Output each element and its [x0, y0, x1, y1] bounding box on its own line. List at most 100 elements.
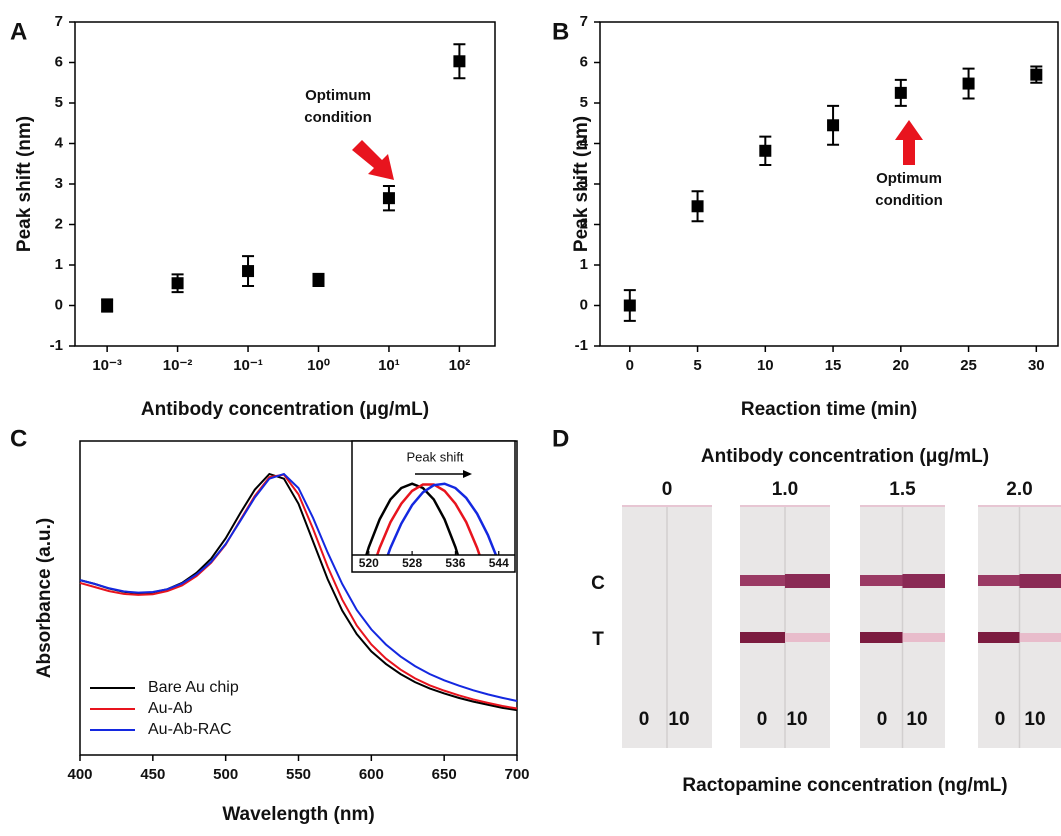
y-axis-title: Peak shift (nm): [571, 116, 592, 252]
y-tick-label: 3: [580, 175, 588, 192]
x-tick-label: 30: [1028, 357, 1045, 374]
strip-panel: D Antibody concentration (μg/mL) Ractopa…: [552, 425, 1061, 796]
x-tick-label: 600: [359, 766, 384, 783]
legend-label: Bare Au chip: [148, 679, 239, 696]
y-tick-label: -1: [575, 337, 588, 354]
marker: [827, 119, 840, 132]
y-tick-label: 3: [55, 175, 63, 192]
inset-tick-label: 528: [402, 556, 422, 570]
y-tick-label: 0: [55, 296, 63, 313]
marker: [101, 299, 114, 312]
x-tick-label: 450: [140, 766, 165, 783]
annotation-arrow: [895, 120, 923, 165]
control-band: [785, 574, 830, 588]
line-label: T: [592, 629, 604, 650]
legend-label: Au-Ab-RAC: [148, 721, 232, 738]
sample-label: 10: [1024, 709, 1045, 730]
y-tick-label: 5: [55, 94, 63, 111]
group-label: 0: [662, 479, 673, 500]
test-band: [978, 632, 1020, 643]
sample-label: 0: [757, 709, 768, 730]
group-label: 1.0: [772, 479, 798, 500]
x-tick-label: 700: [504, 766, 529, 783]
x-tick-label: 400: [67, 766, 92, 783]
marker: [1030, 68, 1043, 81]
inset-annotation: Peak shift: [406, 449, 463, 464]
annotation-text: Optimum condition: [304, 87, 372, 126]
y-tick-label: 1: [580, 256, 588, 273]
test-band: [1019, 633, 1061, 642]
x-tick-label: 0: [626, 357, 634, 374]
x-tick-label: 5: [693, 357, 701, 374]
y-tick-label: 6: [580, 53, 588, 70]
inset-tick-label: 520: [359, 556, 379, 570]
sample-label: 10: [668, 709, 689, 730]
y-tick-label: 0: [580, 296, 588, 313]
annotation: Optimum condition: [304, 87, 372, 126]
x-tick-label: 10: [757, 357, 774, 374]
panel-label: D: [552, 425, 569, 452]
x-tick-label: 10²: [449, 357, 471, 374]
x-tick-label: 25: [960, 357, 977, 374]
marker: [312, 273, 325, 286]
x-tick-label: 20: [892, 357, 909, 374]
x-tick-label: 10⁻³: [92, 357, 122, 374]
panel-label: C: [10, 425, 27, 452]
inset-tick-label: 536: [445, 556, 465, 570]
marker: [691, 200, 704, 213]
x-tick-label: 10⁻¹: [233, 357, 263, 374]
marker: [894, 86, 907, 99]
sample-label: 10: [906, 709, 927, 730]
marker: [453, 55, 466, 68]
test-band: [740, 632, 785, 643]
y-tick-label: 7: [580, 13, 588, 30]
x-tick-label: 10⁻²: [163, 357, 193, 374]
y-tick-label: 2: [55, 215, 63, 232]
control-band: [902, 574, 945, 588]
strip-xlabel: Ractopamine concentration (ng/mL): [682, 775, 1007, 796]
test-band: [860, 632, 903, 643]
inset-line: [375, 483, 481, 555]
y-axis-title: Absorbance (a.u.): [34, 518, 55, 678]
y-tick-label: 5: [580, 94, 588, 111]
panel-label: A: [10, 18, 27, 45]
inset-line: [386, 482, 498, 555]
x-tick-label: 650: [432, 766, 457, 783]
sample-label: 0: [877, 709, 888, 730]
test-band: [902, 633, 945, 642]
annotation-text: Optimum condition: [875, 170, 943, 209]
inset-lines: [365, 482, 498, 555]
x-axis-title: Antibody concentration (μg/mL): [141, 399, 429, 420]
marker: [759, 144, 772, 157]
x-tick-label: 10⁰: [307, 357, 330, 374]
marker: [623, 299, 636, 312]
marker: [171, 277, 184, 290]
plot-frame: [599, 21, 1059, 347]
y-tick-label: 1: [55, 256, 63, 273]
x-tick-label: 10¹: [378, 357, 400, 374]
sample-label: 10: [786, 709, 807, 730]
inset-arrowhead: [463, 470, 472, 478]
annotation: Optimum condition: [875, 170, 943, 209]
x-axis-title: Reaction time (min): [741, 399, 917, 420]
control-band: [860, 575, 903, 586]
y-axis-title: Peak shift (nm): [14, 116, 35, 252]
y-tick-label: 4: [55, 134, 64, 151]
test-band: [785, 633, 830, 642]
marker: [242, 265, 255, 278]
panel-label: B: [552, 18, 569, 45]
x-tick-label: 550: [286, 766, 311, 783]
control-band: [978, 575, 1020, 586]
x-axis-title: Wavelength (nm): [222, 804, 374, 825]
y-tick-label: 4: [580, 134, 589, 151]
line-label: C: [591, 573, 605, 594]
y-tick-label: 7: [55, 13, 63, 30]
sample-label: 0: [995, 709, 1006, 730]
plot-frame: [74, 21, 496, 347]
spectrum-line: [79, 472, 518, 702]
y-tick-label: 6: [55, 53, 63, 70]
x-tick-label: 15: [825, 357, 842, 374]
strip-title: Antibody concentration (μg/mL): [701, 446, 989, 467]
inset-line: [365, 482, 460, 555]
